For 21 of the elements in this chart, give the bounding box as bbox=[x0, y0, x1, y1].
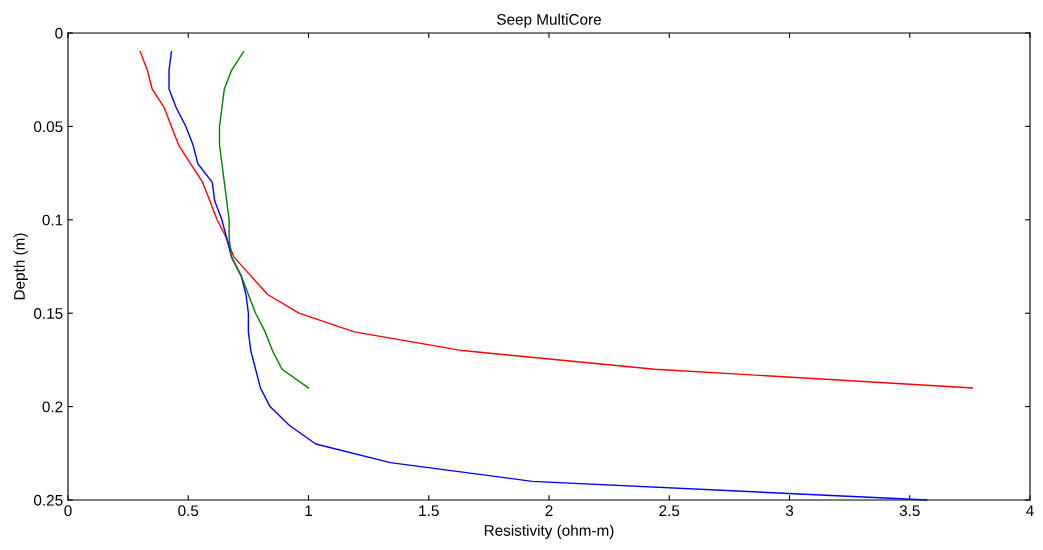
y-tick-label: 0.1 bbox=[42, 214, 63, 226]
line-series bbox=[168, 50, 928, 501]
y-axis-title: Depth (m) bbox=[13, 233, 28, 300]
y-tick-label: 0.25 bbox=[34, 494, 63, 506]
y-tick-label: 0 bbox=[55, 27, 63, 39]
line-series bbox=[139, 50, 973, 389]
x-axis-title: Resistivity (ohm-m) bbox=[484, 524, 614, 539]
x-tick-label: 0.5 bbox=[178, 505, 199, 517]
x-tick-label: 0 bbox=[64, 505, 72, 517]
x-tick-label: 3 bbox=[785, 505, 794, 517]
x-tick-label: 3.5 bbox=[899, 505, 920, 517]
x-tick-label: 1.5 bbox=[419, 505, 439, 517]
x-tick-label: 2.5 bbox=[659, 505, 680, 517]
x-tick-label: 1 bbox=[305, 505, 312, 516]
y-tick-label: 0.15 bbox=[34, 308, 63, 319]
line-series bbox=[218, 50, 310, 389]
x-tick-label: 2 bbox=[545, 505, 553, 516]
y-tick-label: 0.2 bbox=[42, 401, 63, 413]
y-tick-label: 0.05 bbox=[34, 121, 63, 133]
x-tick-label: 4 bbox=[1026, 505, 1034, 516]
chart-title: Seep MultiCore bbox=[497, 13, 601, 28]
